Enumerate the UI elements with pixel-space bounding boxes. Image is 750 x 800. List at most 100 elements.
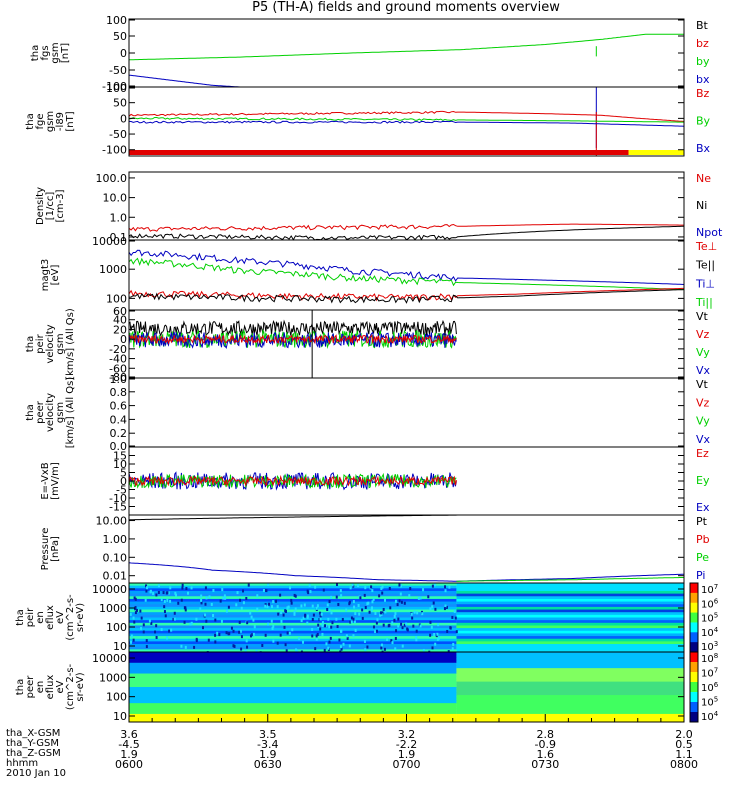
heatmap-speckle <box>380 586 383 590</box>
heatmap-speckle <box>381 611 384 615</box>
heatmap-speckle <box>277 612 280 616</box>
colorbar-segment <box>690 652 698 663</box>
series-Ti⊥ <box>128 249 685 285</box>
heatmap-speckle <box>390 639 393 643</box>
heatmap-speckle <box>308 583 311 587</box>
heatmap-speckle <box>370 608 373 612</box>
heatmap-speckle <box>352 617 355 621</box>
heatmap-speckle <box>144 598 147 602</box>
heatmap-speckle <box>357 584 360 588</box>
y-tick-label: 0 <box>120 47 127 60</box>
heatmap-speckle <box>401 626 404 630</box>
heatmap-cell <box>456 662 684 666</box>
heatmap-cell <box>129 598 457 603</box>
legend-entry: bz <box>696 37 709 50</box>
heatmap-cell <box>456 625 684 629</box>
heatmap-speckle <box>446 629 449 633</box>
heatmap-speckle <box>323 648 326 652</box>
colorbar-tick-label: 105 <box>701 612 718 625</box>
legend-entry: Vt <box>696 378 709 391</box>
heatmap-cell <box>456 678 684 683</box>
heatmap-speckle <box>174 591 177 595</box>
heatmap-speckle <box>276 605 279 609</box>
heatmap-speckle <box>314 647 317 651</box>
heatmap-cell <box>129 604 457 608</box>
heatmap-speckle <box>271 626 274 630</box>
heatmap-speckle <box>312 613 315 617</box>
heatmap-speckle <box>227 605 230 609</box>
heatmap-speckle <box>408 594 411 598</box>
y-axis-label-line: tha <box>25 336 36 352</box>
heatmap-speckle <box>155 624 158 628</box>
heatmap-cell <box>129 596 457 600</box>
heatmap-speckle <box>166 591 169 595</box>
heatmap-speckle <box>448 585 451 589</box>
colorbar-segment <box>690 672 698 683</box>
y-tick-label: -20 <box>109 343 127 356</box>
heatmap-speckle <box>284 609 287 613</box>
heatmap-cell <box>456 657 684 661</box>
heatmap-speckle <box>190 586 193 590</box>
y-tick-label: -50 <box>109 64 127 77</box>
series-Te⊥ <box>128 287 684 302</box>
y-axis-label-line: tha <box>30 45 41 61</box>
heatmap-speckle <box>417 596 420 600</box>
heatmap-speckle <box>199 607 202 611</box>
heatmap-speckle <box>130 634 133 638</box>
heatmap-speckle <box>444 589 447 593</box>
heatmap-speckle <box>266 605 269 609</box>
y-axis-label-line: gsm <box>55 402 66 423</box>
panel-fgs: 100 50 0 -50 -100 tha fgs gsm [nT] Bt bz by bx <box>30 14 710 93</box>
heatmap-speckle <box>386 637 389 641</box>
panel-frame <box>128 239 685 311</box>
heatmap-speckle <box>374 611 377 615</box>
y-axis-label: magt3 [eV] <box>40 259 61 292</box>
heatmap-speckle <box>419 596 422 600</box>
heatmap-speckle <box>315 634 318 638</box>
heatmap-speckle <box>162 591 165 595</box>
heatmap-speckle <box>261 643 264 647</box>
y-axis-label-line: (cm^2-s- <box>65 594 76 641</box>
heatmap-speckle <box>148 619 151 623</box>
heatmap-speckle <box>270 619 273 623</box>
heatmap-cell <box>129 585 457 589</box>
footer-value: 3.6 <box>120 728 138 741</box>
heatmap-speckle <box>230 626 233 630</box>
heatmap-speckle <box>319 615 322 619</box>
heatmap-cell <box>129 676 457 680</box>
y-axis-label-line: peer <box>25 675 36 699</box>
heatmap-cell <box>129 681 457 685</box>
series-Pe <box>456 577 684 582</box>
heatmap-speckle <box>264 633 267 637</box>
y-tick-label: -100 <box>102 80 127 93</box>
heatmap-speckle <box>224 596 227 600</box>
heatmap-speckle <box>315 637 318 641</box>
heatmap-speckle <box>372 597 375 601</box>
heatmap-speckle <box>145 589 148 593</box>
heatmap-speckle <box>401 644 404 648</box>
heatmap-cell <box>456 708 684 712</box>
heatmap-cell <box>129 622 457 626</box>
heatmap-speckle <box>245 639 248 643</box>
y-axis-label-line: fge <box>35 113 46 129</box>
heatmap-speckle <box>444 604 447 608</box>
heatmap-cell <box>456 716 684 720</box>
heatmap-speckle <box>238 620 241 624</box>
heatmap-speckle <box>181 583 184 587</box>
legend-entry: Te|| <box>695 259 715 272</box>
y-axis-label-line: tha <box>25 404 36 420</box>
footer-value: -3.4 <box>257 738 278 751</box>
heatmap-speckle <box>306 621 309 625</box>
heatmap-speckle <box>139 609 142 613</box>
heatmap-speckle <box>207 638 210 642</box>
heatmap-speckle <box>181 586 184 590</box>
footer-value: 3.2 <box>398 728 416 741</box>
heatmap-speckle <box>149 589 152 593</box>
y-axis-label-line: gsm <box>45 111 56 132</box>
heatmap-speckle <box>205 619 208 623</box>
heatmap-speckle <box>249 611 252 615</box>
heatmap-speckle <box>157 591 160 595</box>
y-tick-label: 0 <box>120 112 127 125</box>
panel-frame <box>128 86 685 157</box>
heatmap-cell <box>129 612 457 616</box>
